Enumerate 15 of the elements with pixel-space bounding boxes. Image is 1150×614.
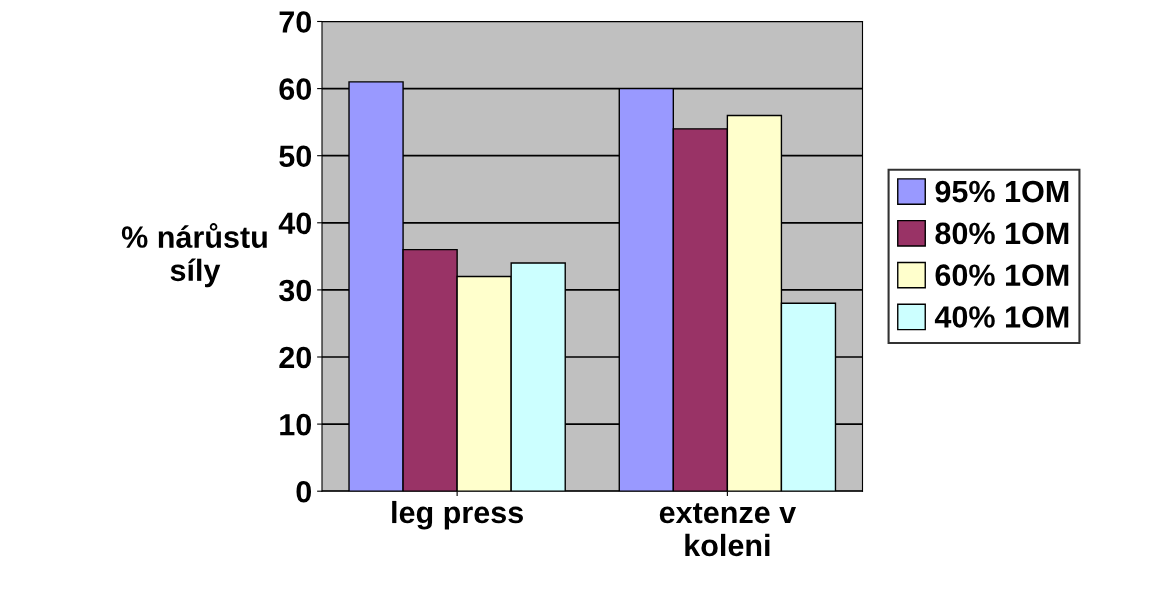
y-tick-label: 20 [279,346,312,369]
x-tick-label: leg press [392,500,523,530]
y-tick-label: 60 [279,78,312,100]
legend-label: 95% 1OM [935,180,1069,203]
x-tick-label: extenze v koleni [659,503,797,557]
legend-label: 80% 1OM [935,222,1069,245]
y-tick-label: 40 [278,212,312,235]
legend-label: 40% 1OM [934,306,1069,328]
y-tick-label: 30 [279,279,312,302]
y-tick-label: 10 [280,413,312,436]
legend-label: 60% 1OM [935,264,1069,286]
y-axis-title: % nárůstu síly [121,223,267,288]
y-tick-label: 0 [296,480,312,503]
y-tick-label: 50 [279,145,312,168]
y-tick-label: 70 [279,11,312,33]
